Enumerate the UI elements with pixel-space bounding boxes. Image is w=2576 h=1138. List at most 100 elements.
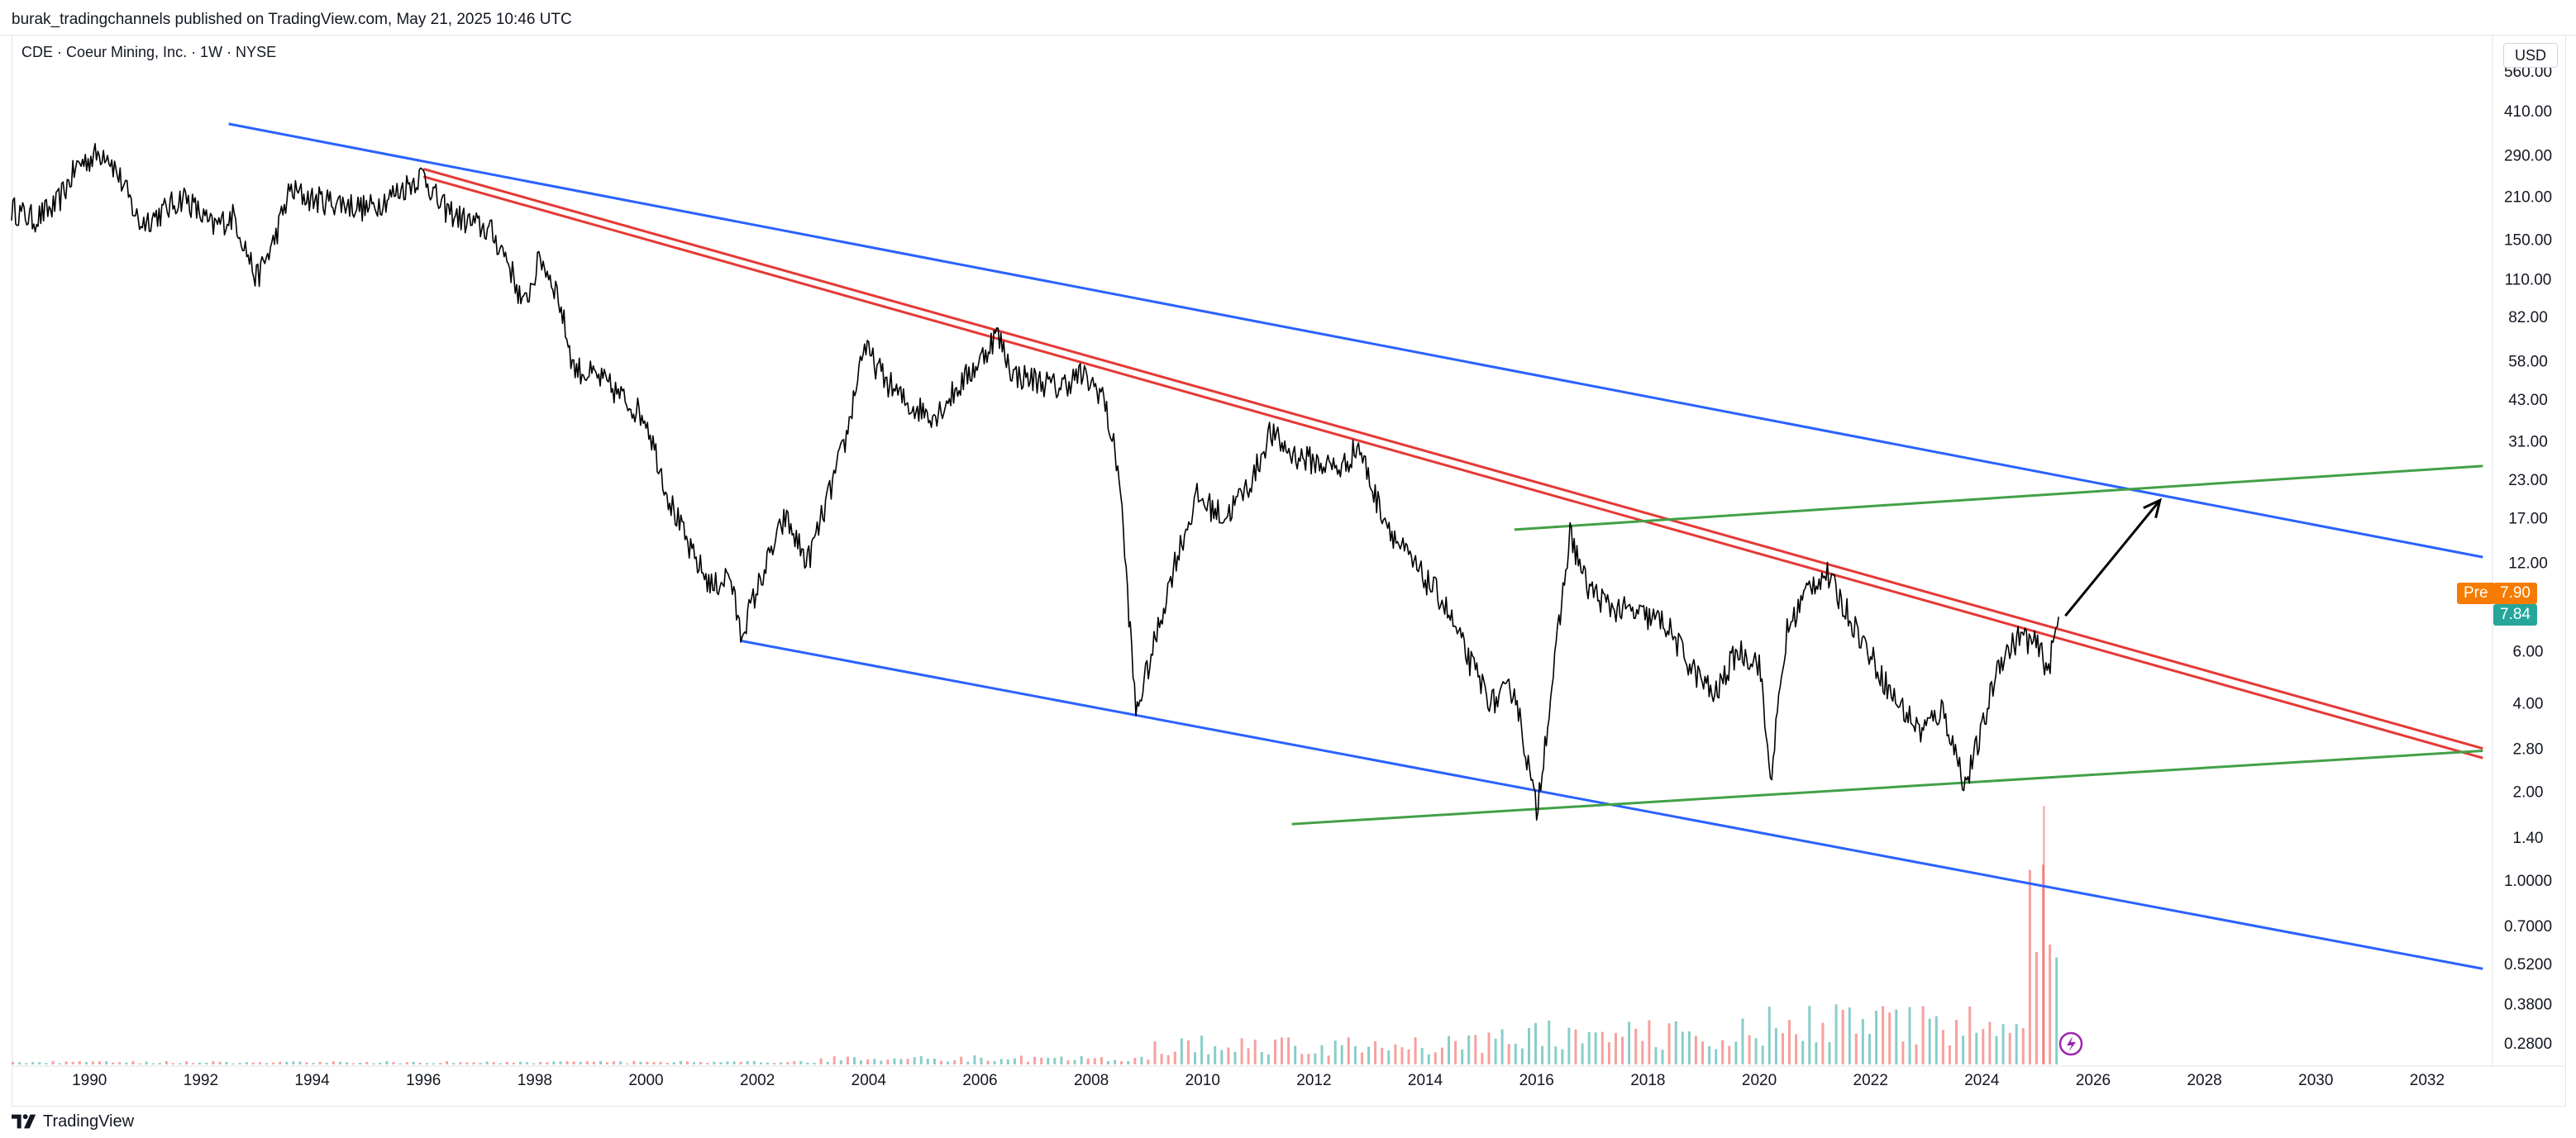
volume-bar [1420, 1048, 1424, 1064]
footer-brand[interactable]: TradingView [12, 1107, 134, 1136]
y-tick-label: 17.00 [2508, 511, 2548, 528]
volume-bar [813, 1063, 816, 1064]
x-tick-label: 2004 [852, 1072, 887, 1089]
volume-bar [980, 1057, 983, 1064]
volume-bar [1567, 1027, 1571, 1064]
volume-bar [1207, 1054, 1210, 1064]
volume-bar [1314, 1053, 1317, 1064]
lightning-icon[interactable] [2058, 1031, 2083, 1056]
volume-bar [732, 1061, 736, 1064]
volume-bar [105, 1061, 108, 1064]
volume-bar [1641, 1040, 1644, 1064]
volume-bar [118, 1062, 122, 1064]
volume-bar [1333, 1040, 1337, 1064]
volume-bar [25, 1063, 28, 1064]
volume-bar [98, 1061, 101, 1064]
volume-bar [1561, 1049, 1564, 1064]
volume-bar [1574, 1029, 1577, 1064]
volume-bar [1474, 1035, 1477, 1064]
volume-bar [379, 1062, 382, 1064]
volume-bar [746, 1060, 749, 1064]
volume-bar [1114, 1059, 1117, 1064]
volume-bar [1534, 1022, 1537, 1064]
volume-bar [1073, 1059, 1076, 1064]
volume-bar [51, 1060, 55, 1064]
volume-bars [12, 806, 2058, 1064]
volume-bar [165, 1061, 168, 1064]
volume-bar [1941, 1030, 1944, 1064]
volume-bar [1127, 1061, 1130, 1064]
y-tick-label: 0.3800 [2504, 997, 2552, 1014]
volume-bar [665, 1062, 669, 1064]
volume-bar [1888, 1012, 1891, 1064]
volume-bar [1100, 1057, 1103, 1064]
volume-bar [1594, 1032, 1597, 1064]
volume-bar [947, 1061, 950, 1064]
x-tick-label: 1996 [406, 1072, 441, 1089]
volume-bar [1741, 1018, 1744, 1064]
volume-bar [819, 1058, 823, 1064]
volume-bar [171, 1063, 174, 1064]
volume-bar [1173, 1051, 1176, 1064]
volume-bar [773, 1063, 775, 1064]
volume-bar [1581, 1043, 1584, 1064]
volume-bar [839, 1059, 842, 1064]
volume-bar [1361, 1052, 1363, 1064]
volume-bar [185, 1061, 188, 1064]
volume-bar [112, 1062, 115, 1064]
y-tick-label: 110.00 [2505, 272, 2552, 289]
volume-bar [713, 1061, 716, 1064]
volume-bar [38, 1062, 41, 1064]
y-tick-label: 23.00 [2508, 472, 2548, 489]
volume-bar [766, 1062, 769, 1064]
chart-frame [12, 35, 2566, 1107]
volume-bar [1433, 1052, 1437, 1064]
volume-bar [1748, 1035, 1751, 1064]
x-tick-label: 2008 [1074, 1072, 1109, 1089]
volume-bar [799, 1061, 803, 1064]
volume-bar [672, 1062, 675, 1064]
volume-bar [1040, 1057, 1043, 1064]
volume-bar [212, 1061, 215, 1064]
volume-bar [1634, 1028, 1638, 1064]
volume-bar [706, 1063, 709, 1064]
y-tick-label: 410.00 [2504, 103, 2552, 121]
x-tick-label: 2024 [1964, 1072, 2000, 1089]
volume-bar [418, 1063, 422, 1064]
x-tick-label: 1990 [72, 1072, 107, 1089]
y-tick-label: 1.40 [2513, 830, 2544, 847]
volume-bar [1600, 1031, 1604, 1064]
volume-bar [919, 1055, 923, 1064]
volume-bar [1133, 1058, 1137, 1064]
volume-bar [265, 1063, 268, 1064]
volume-bar [305, 1062, 308, 1064]
volume-bar [1307, 1054, 1310, 1064]
trendline [1291, 749, 2483, 826]
symbol-title[interactable]: CDE · Coeur Mining, Inc. · 1W · NYSE [21, 44, 277, 60]
volume-bar [158, 1063, 161, 1064]
volume-bar [1654, 1047, 1658, 1064]
volume-bar [312, 1063, 315, 1064]
y-tick-label: 0.5200 [2504, 956, 2552, 974]
volume-bar [84, 1062, 88, 1064]
volume-bar [1934, 1016, 1938, 1064]
volume-bar [479, 1063, 482, 1064]
tradingview-brand-text: TradingView [43, 1112, 135, 1131]
y-axis: 560.00 410.00 290.00 210.00 150.00 110.00 82.0… [2504, 64, 2552, 1053]
volume-bar [2001, 1024, 2005, 1064]
volume-bar [1908, 1007, 1911, 1064]
volume-bar [338, 1061, 341, 1064]
premarket-label: Pre [2457, 583, 2495, 604]
volume-bar [1407, 1049, 1410, 1064]
y-tick-label: 82.00 [2508, 309, 2548, 326]
volume-bar [1240, 1038, 1243, 1064]
volume-bar [218, 1061, 222, 1064]
volume-bar [1400, 1047, 1404, 1064]
x-tick-label: 2000 [628, 1072, 663, 1089]
volume-bar [719, 1062, 723, 1064]
volume-bar [1227, 1047, 1230, 1064]
volume-bar [1320, 1045, 1324, 1064]
volume-bar [12, 1061, 14, 1064]
currency-badge[interactable]: USD [2503, 43, 2558, 68]
